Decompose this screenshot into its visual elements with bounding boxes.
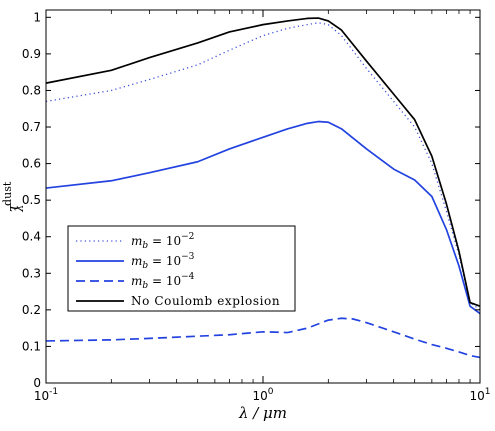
legend: mb = 10−2mb = 10−3mb = 10−4 No Coulomb ex… xyxy=(67,225,296,312)
y-axis-title-sub: λ xyxy=(13,205,26,213)
y-tick-label: 0.2 xyxy=(22,303,41,317)
legend-label-4: No Coulomb explosion xyxy=(131,294,280,308)
series-line-3 xyxy=(45,317,481,359)
legend-label-2: mb = 10−3 xyxy=(131,252,195,271)
ticks-layer: 0 0.1 0.2 0.3 0.4 0.5 0.6 0.7 0.8 0.9 1 10-1 100 101 xyxy=(22,10,491,403)
y-axis-title-main: τ xyxy=(4,203,22,212)
y-axis-title-sup: dust xyxy=(1,181,14,206)
y-tick-label: 0.9 xyxy=(22,47,41,61)
y-axis-title: τdustλ xyxy=(1,181,26,213)
x-tick-label: 100 xyxy=(252,387,273,403)
y-tick-label: 0.8 xyxy=(22,83,41,97)
legend-box xyxy=(67,225,296,312)
y-tick-label: 1 xyxy=(33,10,41,24)
x-tick-label: 101 xyxy=(469,387,490,403)
y-tick-label: 0.7 xyxy=(22,120,41,134)
y-tick-label: 0.5 xyxy=(22,193,41,207)
legend-label-3: mb = 10−4 xyxy=(131,272,195,291)
legend-label-1: mb = 10−2 xyxy=(131,232,194,251)
y-tick-label: 0.1 xyxy=(22,339,41,353)
y-tick-label: 0 xyxy=(33,376,41,390)
series-line-4 xyxy=(45,17,481,308)
series-line-2 xyxy=(45,120,481,315)
y-tick-label: 0.3 xyxy=(22,266,41,280)
x-tick-label: 10-1 xyxy=(34,387,58,403)
series-layer xyxy=(45,17,481,359)
y-tick-label: 0.4 xyxy=(22,230,41,244)
series-line-1 xyxy=(45,22,481,311)
svg-text:τdustλ: τdustλ xyxy=(1,181,26,213)
y-tick-label: 0.6 xyxy=(22,157,41,171)
x-axis-title: λ / μm xyxy=(238,404,287,422)
plot-frame xyxy=(45,9,481,384)
